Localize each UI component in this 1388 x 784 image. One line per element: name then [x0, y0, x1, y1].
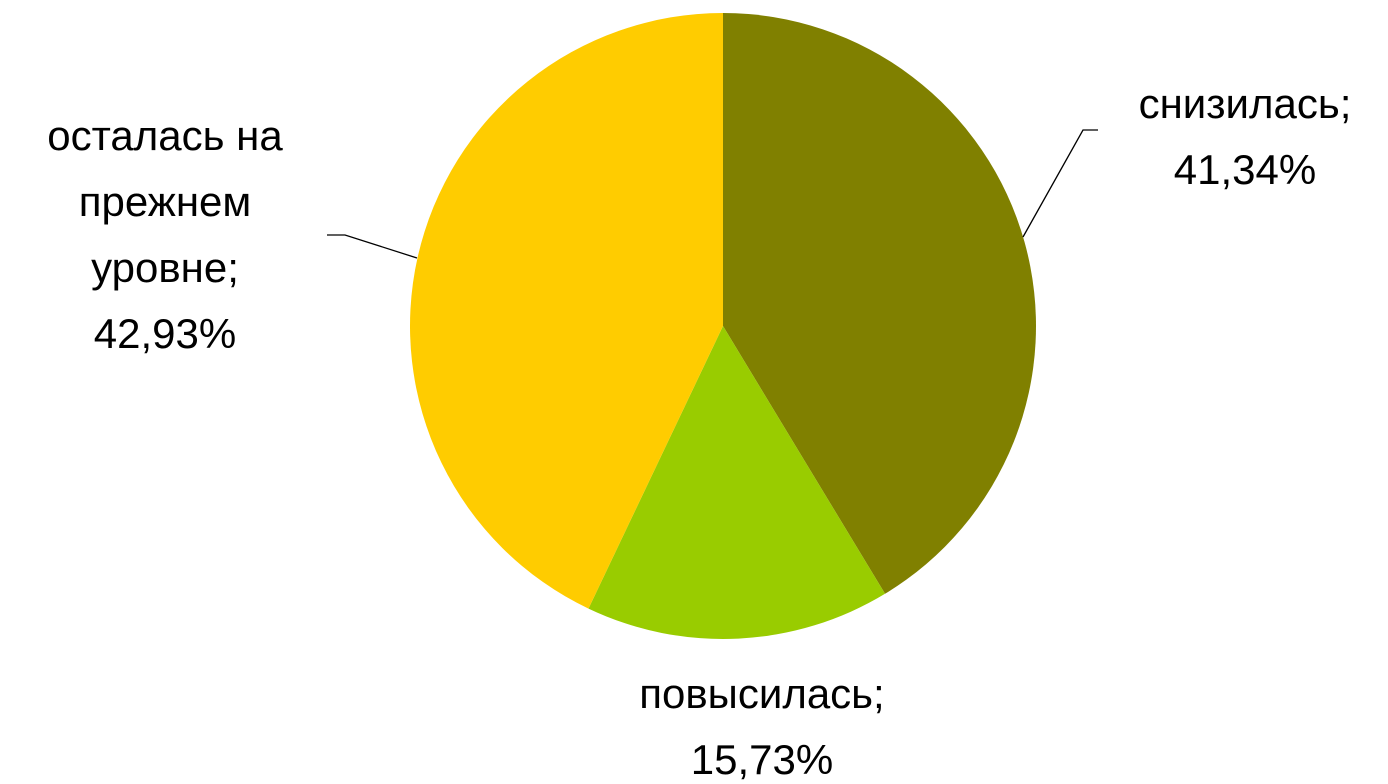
pie-slices	[410, 13, 1036, 639]
data-label-ostalas-line3: уровне;	[91, 244, 239, 291]
data-label-ostalas-line2: прежнем	[79, 178, 252, 225]
data-label-povysilas-value: 15,73%	[691, 736, 833, 783]
data-label-snizilas-category: снизилась;	[1139, 80, 1352, 127]
data-label-povysilas: повысилась; 15,73%	[639, 670, 884, 783]
data-label-ostalas: осталась на прежнем уровне; 42,93%	[47, 112, 283, 357]
leader-line-snizilas	[1022, 129, 1098, 238]
data-label-snizilas-value: 41,34%	[1174, 146, 1316, 193]
pie-slice-snizilas	[723, 13, 1036, 594]
data-label-ostalas-value: 42,93%	[94, 310, 236, 357]
leader-line-ostalas	[327, 234, 418, 259]
pie-slice-povysilas	[588, 326, 886, 639]
pie-slice-ostalas	[410, 13, 723, 609]
data-label-ostalas-line1: осталась на	[47, 112, 283, 159]
data-label-snizilas: снизилась; 41,34%	[1139, 80, 1352, 193]
data-label-povysilas-category: повысилась;	[639, 670, 884, 717]
